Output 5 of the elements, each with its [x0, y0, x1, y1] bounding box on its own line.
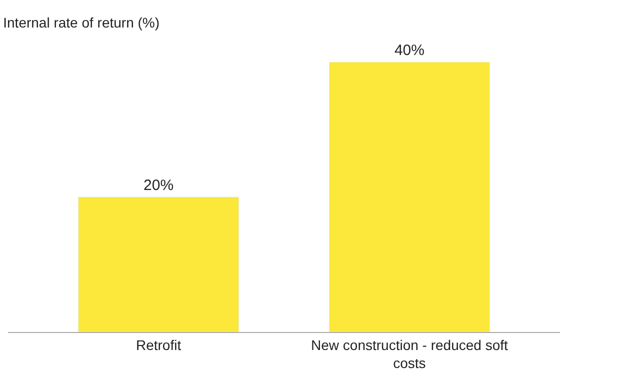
data-label: 40% [394, 42, 424, 59]
data-label: 20% [144, 177, 174, 194]
chart-title: Internal rate of return (%) [3, 14, 160, 30]
x-tick-label: New construction - reduced soft costs [311, 336, 508, 371]
x-tick-label: Retrofit [136, 336, 182, 353]
